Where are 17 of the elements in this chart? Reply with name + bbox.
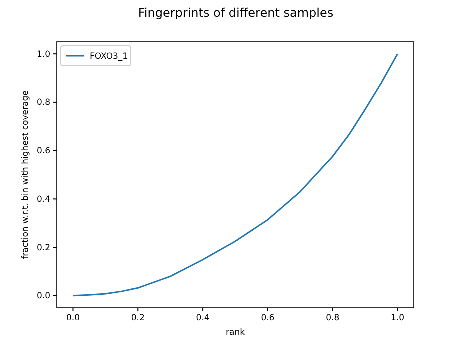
line-series xyxy=(72,53,399,297)
y-tick-label: 0.6 xyxy=(36,146,50,157)
x-tick-label: 0.8 xyxy=(326,314,340,324)
y-tick-label: 0.8 xyxy=(36,98,50,108)
legend-label: FOXO3_1 xyxy=(90,52,128,62)
x-tick-label: 1.0 xyxy=(391,314,405,324)
y-tick-label: 0.4 xyxy=(36,194,50,205)
x-tick-label: 0.4 xyxy=(196,314,210,324)
x-tick-label: 0.6 xyxy=(261,314,275,324)
x-axis-title: rank xyxy=(226,328,246,338)
y-tick-label: 1.0 xyxy=(36,50,50,60)
y-tick-label: 0.2 xyxy=(36,243,50,254)
chart-title: Fingerprints of different samples xyxy=(138,6,334,20)
x-tick-label: 0.0 xyxy=(66,314,80,324)
y-tick-label: 0.0 xyxy=(36,292,50,302)
x-tick-label: 0.2 xyxy=(131,314,145,324)
y-axis-title: fraction w.r.t. bin with highest coverage xyxy=(21,90,31,260)
